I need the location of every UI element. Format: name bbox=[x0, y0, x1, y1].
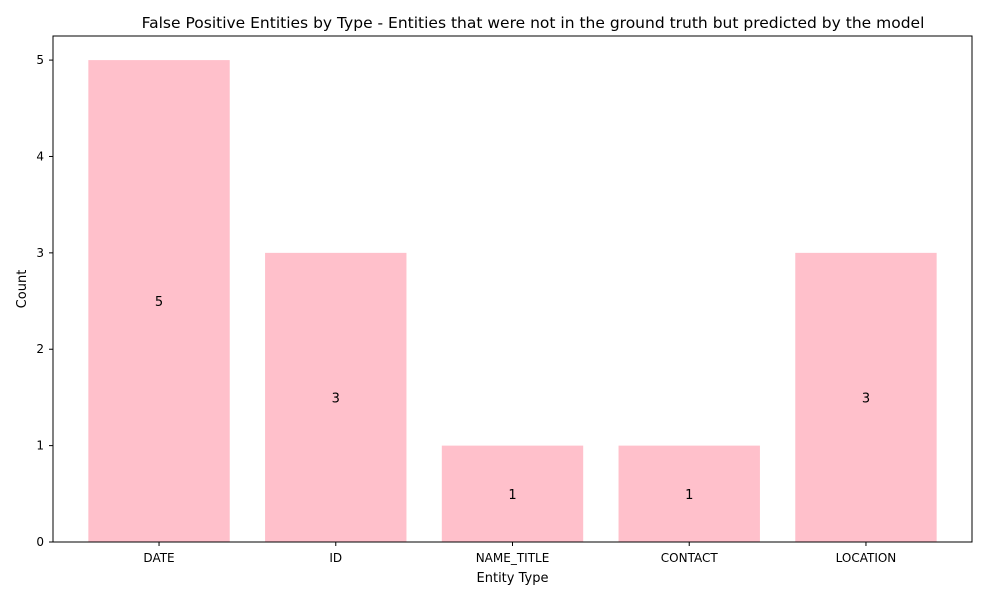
y-tick-label: 2 bbox=[36, 342, 44, 356]
x-tick-label: LOCATION bbox=[836, 551, 897, 565]
y-tick-label: 1 bbox=[36, 439, 44, 453]
data-label: 3 bbox=[862, 391, 870, 406]
y-axis: 0 1 2 3 4 5 bbox=[36, 53, 53, 549]
x-tick-label: CONTACT bbox=[661, 551, 719, 565]
data-label: 3 bbox=[332, 391, 340, 406]
chart-title: False Positive Entities by Type - Entiti… bbox=[142, 14, 925, 32]
data-label: 5 bbox=[155, 295, 163, 310]
y-tick-label: 4 bbox=[36, 149, 44, 163]
y-tick-label: 0 bbox=[36, 535, 44, 549]
bar-location bbox=[795, 252, 937, 542]
x-tick-label: NAME_TITLE bbox=[476, 551, 550, 565]
y-tick-label: 5 bbox=[36, 53, 44, 67]
data-label: 1 bbox=[508, 488, 516, 503]
data-label: 1 bbox=[685, 488, 693, 503]
plot-frame bbox=[52, 35, 973, 543]
x-tick-label: DATE bbox=[143, 551, 174, 565]
bar-name-title bbox=[441, 445, 584, 542]
bars-layer bbox=[88, 60, 937, 542]
x-axis: DATE ID NAME_TITLE CONTACT LOCATION bbox=[143, 542, 896, 565]
x-tick-label: ID bbox=[329, 551, 342, 565]
bar-id bbox=[265, 252, 407, 542]
x-axis-label: Entity Type bbox=[477, 571, 549, 586]
y-axis-label: Count bbox=[15, 270, 30, 309]
bar-contact bbox=[618, 445, 760, 542]
y-tick-label: 3 bbox=[36, 246, 44, 260]
bar-date bbox=[88, 60, 230, 542]
data-labels-layer: 5 3 1 1 3 bbox=[155, 295, 870, 503]
